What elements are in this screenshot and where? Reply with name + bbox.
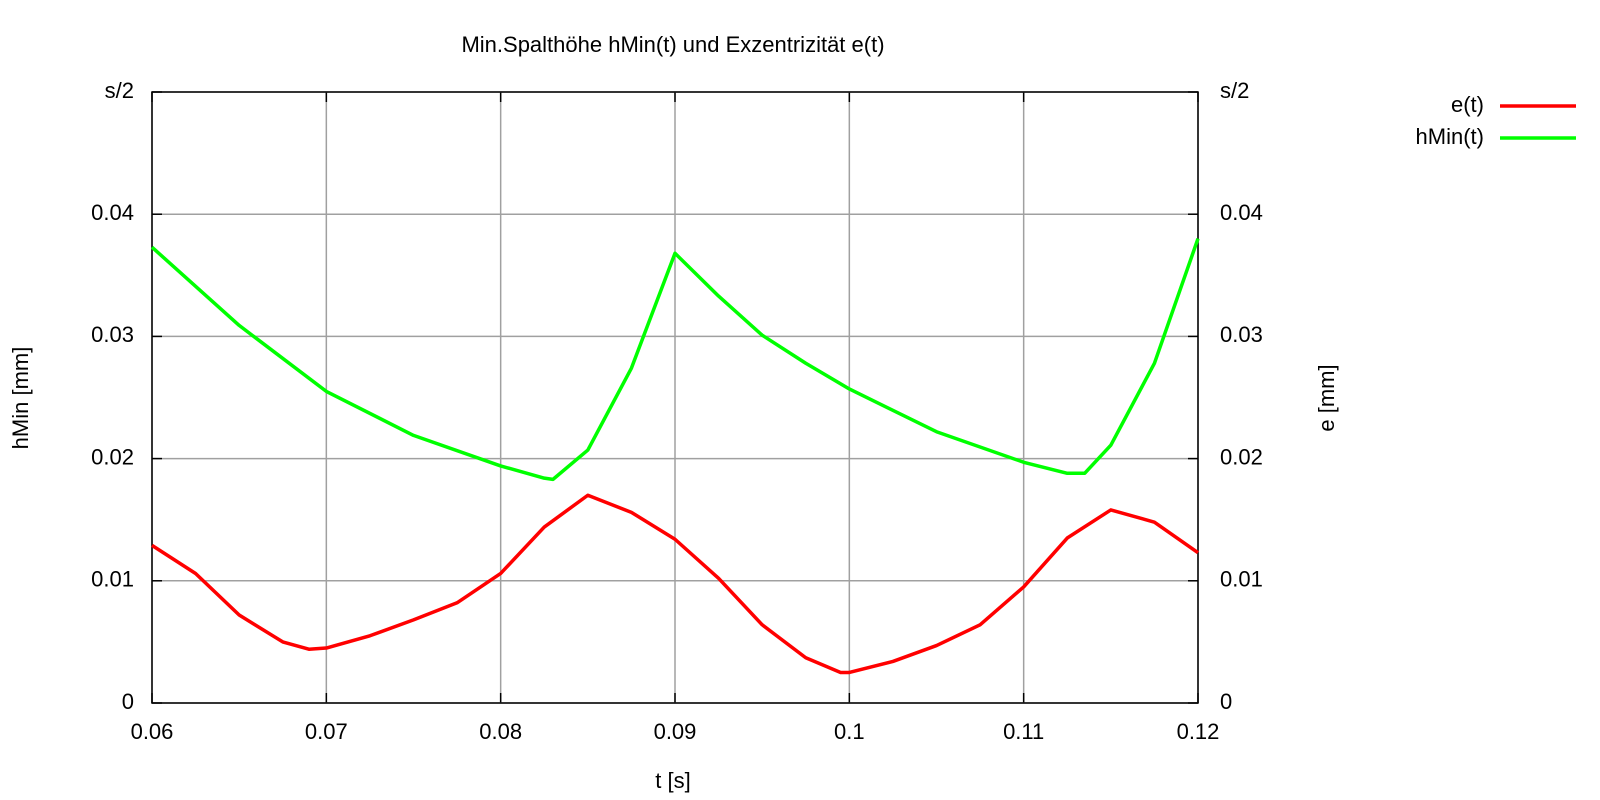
x-tick-label: 0.09 — [654, 719, 697, 744]
x-tick-label: 0.11 — [1003, 719, 1044, 744]
data-line — [150, 238, 1200, 482]
y-tick-label: s/2 — [105, 78, 134, 103]
x-axis-label: t [s] — [655, 768, 690, 793]
y2-tick-label: 0 — [1220, 689, 1232, 714]
plot-frame — [151, 91, 1199, 704]
chart-title: Min.Spalthöhe hMin(t) und Exzentrizität … — [461, 32, 884, 57]
x-tick-label: 0.1 — [834, 719, 865, 744]
y2-tick-label: 0.03 — [1220, 322, 1263, 347]
x-tick-label: 0.07 — [305, 719, 348, 744]
y2-tick-label: s/2 — [1220, 78, 1249, 103]
y2-tick-label: 0.02 — [1220, 444, 1263, 469]
y2-tick-label: 0.04 — [1220, 200, 1263, 225]
data-line — [151, 493, 1200, 675]
y-tick-label: 0.04 — [91, 200, 134, 225]
y2-axis-label: e [mm] — [1314, 364, 1339, 431]
y2-tick-label: 0.01 — [1220, 567, 1263, 592]
y-tick-label: 0.01 — [91, 567, 134, 592]
x-tick-label: 0.06 — [131, 719, 174, 744]
legend-label: hMin(t) — [1416, 124, 1484, 149]
y-tick-label: 0.03 — [91, 322, 134, 347]
y-axis-label: hMin [mm] — [8, 347, 33, 450]
x-tick-label: 0.08 — [479, 719, 522, 744]
y-tick-label: 0 — [122, 689, 134, 714]
y-tick-label: 0.02 — [91, 444, 134, 469]
legend-label: e(t) — [1451, 92, 1484, 117]
x-tick-label: 0.12 — [1177, 719, 1220, 744]
